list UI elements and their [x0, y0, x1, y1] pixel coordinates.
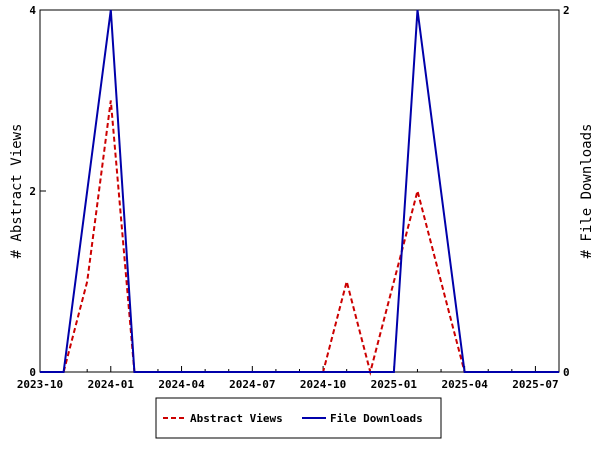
- series-line-file-downloads: [40, 9, 559, 373]
- y-right-tick-label: 2: [563, 4, 570, 17]
- y-left-tick-label: 4: [29, 4, 36, 17]
- x-tick-label: 2025-04: [441, 378, 488, 391]
- x-tick-label: 2024-07: [229, 378, 275, 391]
- legend-box: [155, 397, 442, 439]
- x-tick-label: 2025-07: [512, 378, 558, 391]
- x-tick-label: 2023-10: [17, 378, 63, 391]
- legend-label-file-downloads: File Downloads: [330, 412, 423, 425]
- plot-frame: [39, 9, 560, 373]
- y-axis-left-title: # Abstract Views: [9, 124, 25, 259]
- legend-label-abstract-views: Abstract Views: [190, 412, 283, 425]
- plot-area: [39, 9, 560, 373]
- x-tick-label: 2024-04: [158, 378, 205, 391]
- x-tick-label: 2024-01: [88, 378, 135, 391]
- y-left-tick-label: 2: [29, 185, 36, 198]
- legend: Abstract Views File Downloads: [155, 397, 442, 439]
- x-tick-label: 2025-01: [371, 378, 418, 391]
- series-layer: [40, 9, 559, 376]
- y-left-tick-label: 0: [29, 366, 36, 379]
- y-right-tick-label: 0: [563, 366, 570, 379]
- y-axis-right-title: # File Downloads: [579, 124, 595, 259]
- x-tick-label: 2024-10: [300, 378, 346, 391]
